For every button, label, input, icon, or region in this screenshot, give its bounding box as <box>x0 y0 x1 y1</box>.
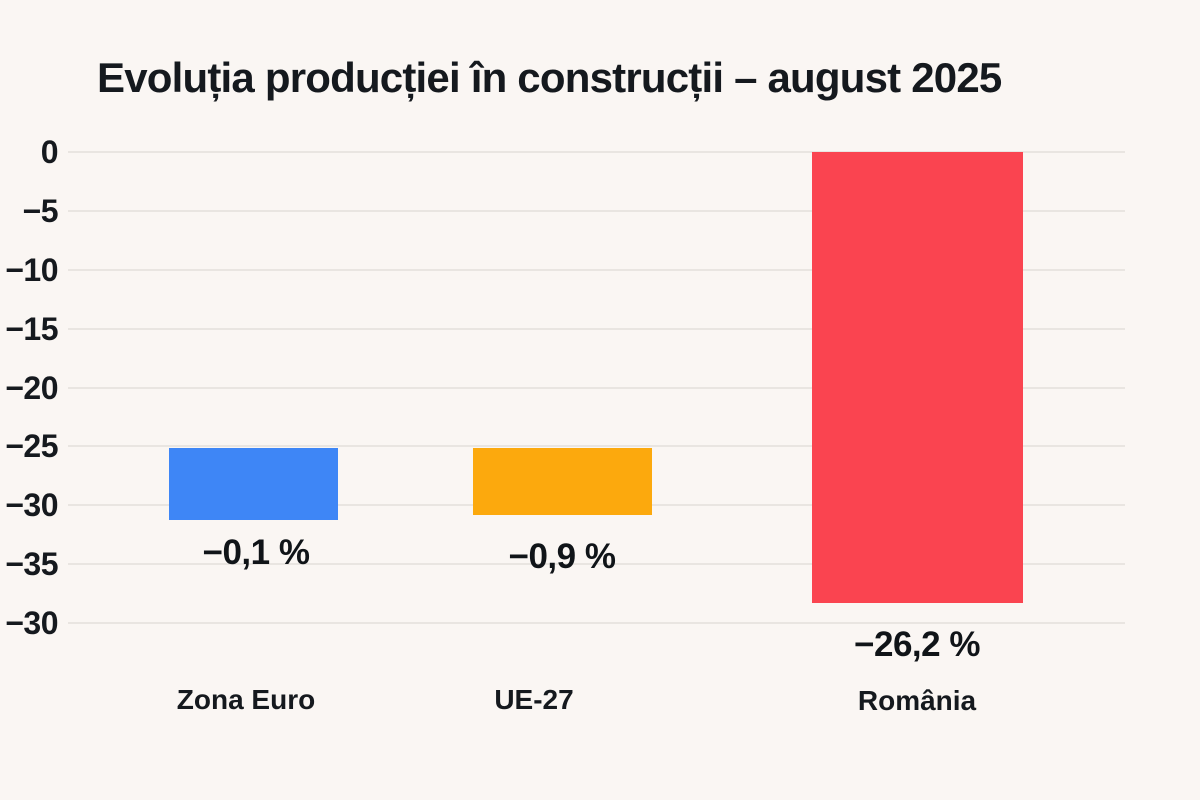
category-label-zona-euro: Zona Euro <box>176 684 316 715</box>
y-gridline <box>68 151 1125 153</box>
y-gridline <box>68 445 1125 448</box>
y-gridline <box>68 622 1125 624</box>
y-tick-label: −30 <box>5 605 58 641</box>
y-gridline <box>68 563 1125 566</box>
y-tick-label: −15 <box>5 310 58 347</box>
bar-ue-27 <box>473 448 652 515</box>
y-gridline <box>68 268 1125 271</box>
y-tick-label: −25 <box>5 428 58 465</box>
value-label-zona-euro: −0,1 % <box>202 533 310 572</box>
y-tick-label: −35 <box>5 546 58 583</box>
y-tick-label: 0 <box>40 134 59 170</box>
bar-romania <box>812 152 1023 603</box>
y-gridline <box>68 386 1125 389</box>
y-tick-label: −10 <box>5 251 58 288</box>
y-gridline <box>68 209 1125 212</box>
value-label-romania: −26,2 % <box>854 625 980 664</box>
y-gridline <box>68 327 1125 330</box>
category-label-ue-27: UE-27 <box>494 684 574 715</box>
chart-title: Evoluția producției în construcții – aug… <box>97 54 1002 101</box>
y-tick-label: −5 <box>22 192 59 229</box>
bar-zona-euro <box>169 448 338 520</box>
y-tick-label: −20 <box>5 369 58 406</box>
y-tick-label: −30 <box>5 487 58 524</box>
category-label-romania: România <box>857 685 977 716</box>
value-label-ue-27: −0,9 % <box>508 537 616 576</box>
